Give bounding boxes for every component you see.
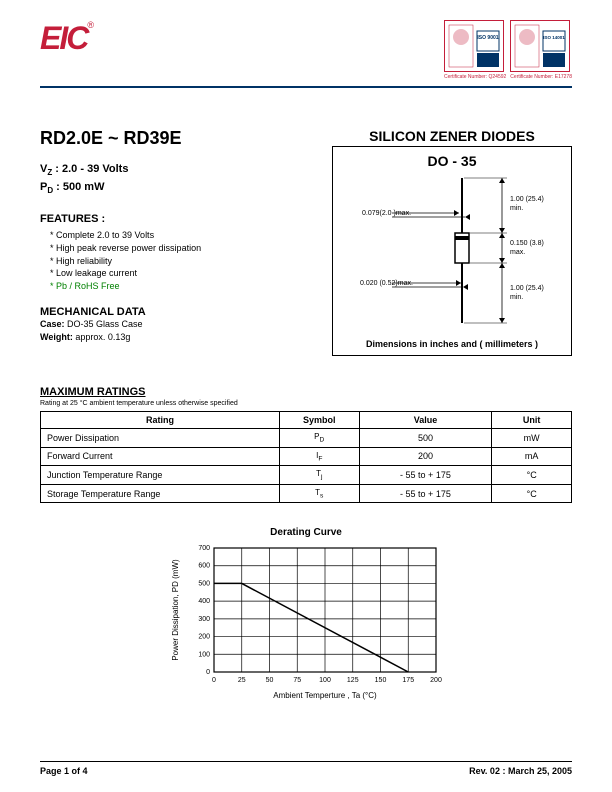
rating-unit: °C [492,484,572,503]
part-number-title: RD2.0E ~ RD39E [40,128,312,149]
svg-text:ISO 14001: ISO 14001 [544,35,566,40]
svg-text:0: 0 [212,677,216,684]
svg-text:150: 150 [375,677,387,684]
rating-symbol: IF [279,447,359,466]
cert-badge-icon: ISO 9001 [447,23,503,69]
dim-lead-len-bot: 1.00 (25.4) [510,285,544,292]
svg-text:0: 0 [206,669,210,676]
svg-text:Power Dissipation, PD (mW): Power Dissipation, PD (mW) [171,559,180,661]
table-row: Storage Temperature RangeTs- 55 to + 175… [41,484,572,503]
revision-date: Rev. 02 : March 25, 2005 [469,766,572,776]
dim-body-dia: 0.020 (0.52)max. [360,280,413,287]
rating-symbol: Tj [279,466,359,485]
rating-value: - 55 to + 175 [359,484,492,503]
package-diagram: 0.079(2.0 )max. 1.00 (25.4) min. 0.150 (… [342,173,562,333]
brand-logo: EIC ® [40,20,94,57]
svg-text:175: 175 [402,677,414,684]
cert-iso14001: ISO 14001 Certificate Number: E17278 [510,20,572,80]
svg-text:700: 700 [198,545,210,552]
cert2-label: Certificate Number: E17278 [510,74,572,80]
page-footer: Page 1 of 4 Rev. 02 : March 25, 2005 [40,761,572,776]
mechanical-heading: MECHANICAL DATA [40,306,312,318]
page-number: Page 1 of 4 [40,766,88,776]
dim-lead-len-top: 1.00 (25.4) [510,196,544,203]
derating-chart: 0 25 50 75 100 125 150 175 200 0 100 200 300 400 500 60… [166,542,446,702]
svg-text:max.: max. [510,249,525,256]
col-unit: Unit [492,412,572,429]
vz-spec: VZ : 2.0 - 39 Volts [40,163,312,177]
table-row: Forward CurrentIF200mA [41,447,572,466]
derating-chart-section: Derating Curve 0 25 50 75 100 125 150 175 200 0 10… [40,527,572,705]
specs-column: RD2.0E ~ RD39E VZ : 2.0 - 39 Volts PD : … [40,128,312,356]
table-header-row: Rating Symbol Value Unit [41,412,572,429]
svg-text:50: 50 [266,677,274,684]
svg-text:Ambient Temperture , Ta (°C): Ambient Temperture , Ta (°C) [273,691,377,700]
rating-symbol: Ts [279,484,359,503]
feature-item: * High reliability [50,255,312,268]
svg-text:min.: min. [510,205,523,212]
dim-lead-dia: 0.079(2.0 )max. [362,210,411,217]
cert-badge-icon: ISO 14001 [513,23,569,69]
svg-text:100: 100 [198,652,210,659]
rating-value: 500 [359,429,492,448]
page-header: EIC ® ISO 9001 Certificate Nu [40,20,572,80]
feature-item-rohs: * Pb / RoHS Free [50,280,312,293]
svg-text:400: 400 [198,599,210,606]
rating-unit: °C [492,466,572,485]
svg-text:600: 600 [198,563,210,570]
rating-unit: mW [492,429,572,448]
rating-unit: mA [492,447,572,466]
feature-item: * High peak reverse power dissipation [50,242,312,255]
col-rating: Rating [41,412,280,429]
svg-text:75: 75 [293,677,301,684]
max-ratings-heading: MAXIMUM RATINGS [40,386,572,398]
rating-value: 200 [359,447,492,466]
rating-value: - 55 to + 175 [359,466,492,485]
svg-text:500: 500 [198,581,210,588]
package-outline-box: DO - 35 0.079(2.0 )max. [332,146,572,356]
svg-text:min.: min. [510,294,523,301]
ratings-table: Rating Symbol Value Unit Power Dissipati… [40,411,572,503]
rating-symbol: PD [279,429,359,448]
col-value: Value [359,412,492,429]
svg-text:ISO 9001: ISO 9001 [477,35,498,41]
rating-label: Storage Temperature Range [41,484,280,503]
ratings-note: Rating at 25 °C ambient temperature unle… [40,400,572,407]
dimensions-caption: Dimensions in inches and ( millimeters ) [339,339,565,349]
mechanical-case: Case: DO-35 Glass Case [40,318,312,331]
col-symbol: Symbol [279,412,359,429]
table-row: Junction Temperature RangeTj- 55 to + 17… [41,466,572,485]
package-name: DO - 35 [339,153,565,169]
feature-item: * Low leakage current [50,267,312,280]
package-column: SILICON ZENER DIODES DO - 35 0.079 [332,128,572,356]
cert1-label: Certificate Number: Q24592 [444,74,506,80]
feature-item: * Complete 2.0 to 39 Volts [50,229,312,242]
rating-label: Junction Temperature Range [41,466,280,485]
logo-text: EIC [40,20,87,57]
table-row: Power DissipationPD500mW [41,429,572,448]
svg-text:300: 300 [198,616,210,623]
svg-text:25: 25 [238,677,246,684]
svg-text:200: 200 [430,677,442,684]
dim-body-len: 0.150 (3.8) [510,240,544,247]
features-heading: FEATURES : [40,213,312,225]
header-rule [40,86,572,88]
logo-registered: ® [87,20,94,30]
rating-label: Forward Current [41,447,280,466]
pd-spec: PD : 500 mW [40,181,312,195]
cert-iso9001: ISO 9001 Certificate Number: Q24592 [444,20,506,80]
svg-text:200: 200 [198,634,210,641]
svg-text:100: 100 [319,677,331,684]
mechanical-weight: Weight: approx. 0.13g [40,331,312,344]
rating-label: Power Dissipation [41,429,280,448]
chart-title: Derating Curve [40,527,572,538]
certifications: ISO 9001 Certificate Number: Q24592 IS [444,20,572,80]
svg-text:125: 125 [347,677,359,684]
product-category-title: SILICON ZENER DIODES [332,128,572,144]
